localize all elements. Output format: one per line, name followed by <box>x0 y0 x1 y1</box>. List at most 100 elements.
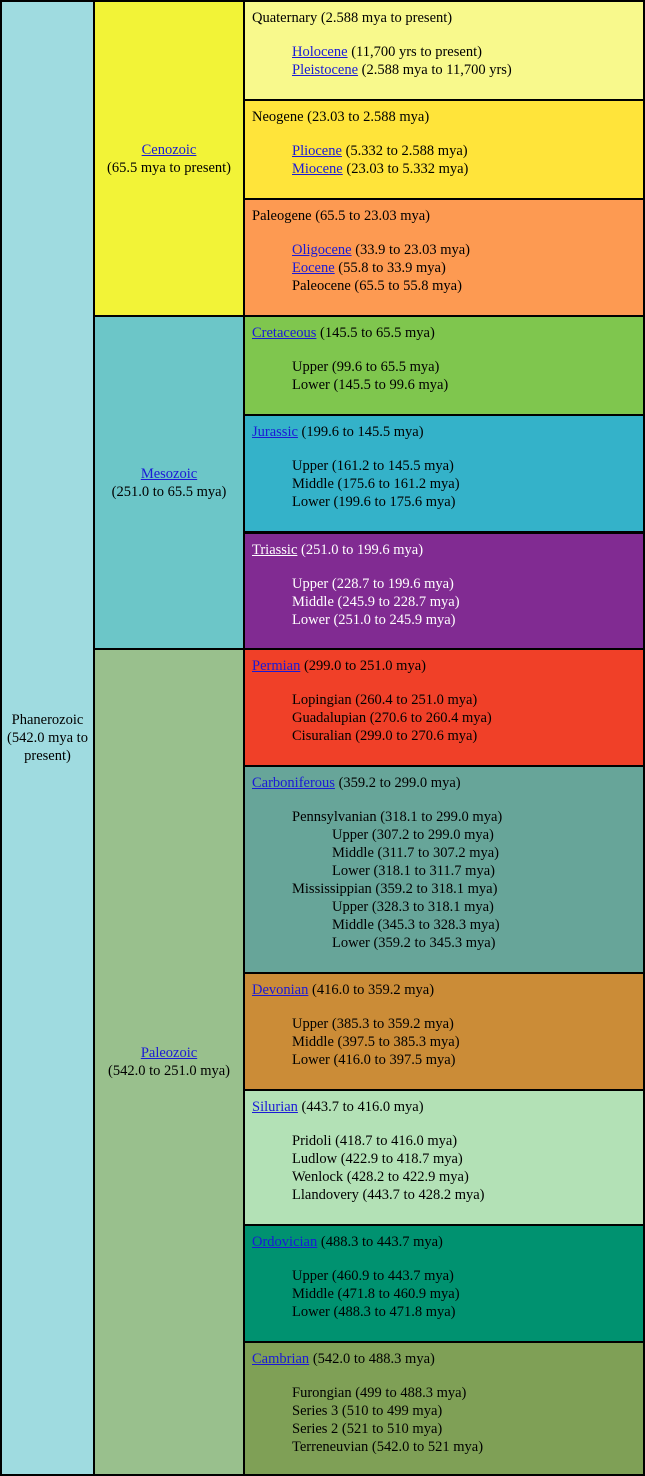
subdivision-item: Guadalupian (270.6 to 260.4 mya) <box>252 709 643 727</box>
era-range-mesozoic: (251.0 to 65.5 mya) <box>111 483 227 500</box>
subdivision-text: Lower (416.0 to 397.5 mya) <box>292 1052 456 1068</box>
subdivision-item: Middle (311.7 to 307.2 mya) <box>252 844 643 862</box>
period-range: (2.588 mya to present) <box>320 10 453 26</box>
subdivision-item: Upper (385.3 to 359.2 mya) <box>252 1015 643 1033</box>
subdivision-text: Middle (471.8 to 460.9 mya) <box>292 1286 460 1302</box>
era-cell-paleozoic: Paleozoic (542.0 to 251.0 mya) <box>95 650 243 1474</box>
period-cell-triassic: Triassic (251.0 to 199.6 mya) Upper (228.… <box>245 534 643 648</box>
epoch-range: (2.588 mya to 11,700 yrs) <box>361 62 512 78</box>
subdivision-text: Upper (385.3 to 359.2 mya) <box>292 1016 454 1032</box>
period-range: (542.0 to 488.3 mya) <box>312 1351 435 1367</box>
subdivision-item: Upper (460.9 to 443.7 mya) <box>252 1267 643 1285</box>
epoch-name-eocene[interactable]: Eocene <box>292 260 335 276</box>
period-name-permian[interactable]: Permian <box>252 658 301 674</box>
subdivision-text: Lower (145.5 to 99.6 mya) <box>292 377 449 393</box>
period-title: Silurian (443.7 to 416.0 mya) <box>252 1098 643 1116</box>
subdivision-text: Series 2 (521 to 510 mya) <box>292 1421 443 1437</box>
period-name-cretaceous[interactable]: Cretaceous <box>252 325 317 341</box>
subdivision-text: Lower (318.1 to 311.7 mya) <box>332 863 495 879</box>
subdivision-text: Upper (460.9 to 443.7 mya) <box>292 1268 454 1284</box>
period-name-triassic[interactable]: Triassic <box>252 542 298 558</box>
subdivision-item: Paleocene (65.5 to 55.8 mya) <box>252 277 643 295</box>
subdivision-text: Ludlow (422.9 to 418.7 mya) <box>292 1151 463 1167</box>
period-cell-carboniferous: Carboniferous (359.2 to 299.0 mya) Pennsy… <box>245 767 643 972</box>
subdivision-item: Lower (488.3 to 471.8 mya) <box>252 1303 643 1321</box>
subdivision-item: Lower (318.1 to 311.7 mya) <box>252 862 643 880</box>
period-title: Paleogene (65.5 to 23.03 mya) <box>252 207 643 225</box>
period-title: Devonian (416.0 to 359.2 mya) <box>252 981 643 999</box>
period-name-cambrian[interactable]: Cambrian <box>252 1351 310 1367</box>
period-title: Carboniferous (359.2 to 299.0 mya) <box>252 774 643 792</box>
subdivision-item: Mississippian (359.2 to 318.1 mya) <box>252 880 643 898</box>
period-title: Ordovician (488.3 to 443.7 mya) <box>252 1233 643 1251</box>
subdivision-item: Upper (99.6 to 65.5 mya) <box>252 358 643 376</box>
subdivision-item: Pliocene (5.332 to 2.588 mya) <box>252 142 643 160</box>
era-cell-cenozoic: Cenozoic (65.5 mya to present) <box>95 2 243 315</box>
subdivision-item: Series 2 (521 to 510 mya) <box>252 1420 643 1438</box>
subdivision-text: Cisuralian (299.0 to 270.6 mya) <box>292 728 478 744</box>
period-name-carboniferous[interactable]: Carboniferous <box>252 775 335 791</box>
subdivision-item: Middle (471.8 to 460.9 mya) <box>252 1285 643 1303</box>
subdivision-item: Upper (228.7 to 199.6 mya) <box>252 575 643 593</box>
period-name-paleogene: Paleogene <box>252 208 312 224</box>
period-name-silurian[interactable]: Silurian <box>252 1099 298 1115</box>
period-cell-quaternary: Quaternary (2.588 mya to present) Holocen… <box>245 2 643 99</box>
subdivision-text: Terreneuvian (542.0 to 521 mya) <box>292 1439 484 1455</box>
epoch-range: (55.8 to 33.9 mya) <box>338 260 446 276</box>
subdivision-text: Upper (161.2 to 145.5 mya) <box>292 458 454 474</box>
subdivision-item: Lower (199.6 to 175.6 mya) <box>252 493 643 511</box>
period-name-neogene: Neogene <box>252 109 304 125</box>
subdivision-item: Wenlock (428.2 to 422.9 mya) <box>252 1168 643 1186</box>
era-link-mesozoic[interactable]: Mesozoic <box>140 465 198 482</box>
period-range: (23.03 to 2.588 mya) <box>307 109 430 125</box>
subdivision-text: Middle (245.9 to 228.7 mya) <box>292 594 460 610</box>
subdivision-item: Upper (307.2 to 299.0 mya) <box>252 826 643 844</box>
epoch-name-holocene[interactable]: Holocene <box>292 44 348 60</box>
subdivision-text: Pridoli (418.7 to 416.0 mya) <box>292 1133 458 1149</box>
period-name-ordovician[interactable]: Ordovician <box>252 1234 318 1250</box>
epoch-range: (11,700 yrs to present) <box>351 44 482 60</box>
subdivision-item: Lower (145.5 to 99.6 mya) <box>252 376 643 394</box>
subdivision-text: Upper (99.6 to 65.5 mya) <box>292 359 440 375</box>
subdivision-item: Terreneuvian (542.0 to 521 mya) <box>252 1438 643 1456</box>
era-range-cenozoic: (65.5 mya to present) <box>106 159 232 176</box>
subdivision-item: Middle (175.6 to 161.2 mya) <box>252 475 643 493</box>
epoch-name-pliocene[interactable]: Pliocene <box>292 143 342 159</box>
subdivision-item: Lopingian (260.4 to 251.0 mya) <box>252 691 643 709</box>
subdivision-item: Pleistocene (2.588 mya to 11,700 yrs) <box>252 61 643 79</box>
epoch-range: (5.332 to 2.588 mya) <box>345 143 468 159</box>
period-title: Quaternary (2.588 mya to present) <box>252 9 643 27</box>
period-range: (416.0 to 359.2 mya) <box>312 982 435 998</box>
period-name-devonian[interactable]: Devonian <box>252 982 309 998</box>
era-link-paleozoic[interactable]: Paleozoic <box>140 1045 198 1061</box>
subdivision-text: Upper (307.2 to 299.0 mya) <box>332 827 494 843</box>
epoch-name-oligocene[interactable]: Oligocene <box>292 242 352 258</box>
subdivision-text: Lopingian (260.4 to 251.0 mya) <box>292 692 478 708</box>
epoch-name-pleistocene[interactable]: Pleistocene <box>292 62 359 78</box>
period-title: Permian (299.0 to 251.0 mya) <box>252 657 643 675</box>
epoch-name-miocene[interactable]: Miocene <box>292 161 343 177</box>
era-range-paleozoic: (542.0 to 251.0 mya) <box>107 1063 231 1079</box>
era-link-cenozoic[interactable]: Cenozoic <box>141 141 197 158</box>
subdivision-item: Lower (359.2 to 345.3 mya) <box>252 934 643 952</box>
epoch-name-paleocene: Paleocene <box>292 278 351 294</box>
period-cell-neogene: Neogene (23.03 to 2.588 mya) Pliocene (5.… <box>245 101 643 198</box>
period-cell-paleogene: Paleogene (65.5 to 23.03 mya) Oligocene (… <box>245 200 643 315</box>
subdivision-text: Middle (397.5 to 385.3 mya) <box>292 1034 460 1050</box>
subdivision-text: Middle (175.6 to 161.2 mya) <box>292 476 460 492</box>
subdivision-item: Holocene (11,700 yrs to present) <box>252 43 643 61</box>
period-title: Cretaceous (145.5 to 65.5 mya) <box>252 324 643 342</box>
subdivision-item: Series 3 (510 to 499 mya) <box>252 1402 643 1420</box>
subdivision-item: Upper (161.2 to 145.5 mya) <box>252 457 643 475</box>
subdivision-text: Pennsylvanian (318.1 to 299.0 mya) <box>292 809 503 825</box>
subdivision-item: Llandovery (443.7 to 428.2 mya) <box>252 1186 643 1204</box>
subdivision-text: Lower (251.0 to 245.9 mya) <box>292 612 456 628</box>
period-range: (443.7 to 416.0 mya) <box>301 1099 424 1115</box>
subdivision-item: Furongian (499 to 488.3 mya) <box>252 1384 643 1402</box>
period-cell-permian: Permian (299.0 to 251.0 mya) Lopingian (2… <box>245 650 643 765</box>
subdivision-text: Upper (328.3 to 318.1 mya) <box>332 899 494 915</box>
period-name-jurassic[interactable]: Jurassic <box>252 424 298 440</box>
eon-name: Phanerozoic <box>11 712 84 728</box>
subdivision-item: Lower (416.0 to 397.5 mya) <box>252 1051 643 1069</box>
subdivision-text: Lower (488.3 to 471.8 mya) <box>292 1304 456 1320</box>
